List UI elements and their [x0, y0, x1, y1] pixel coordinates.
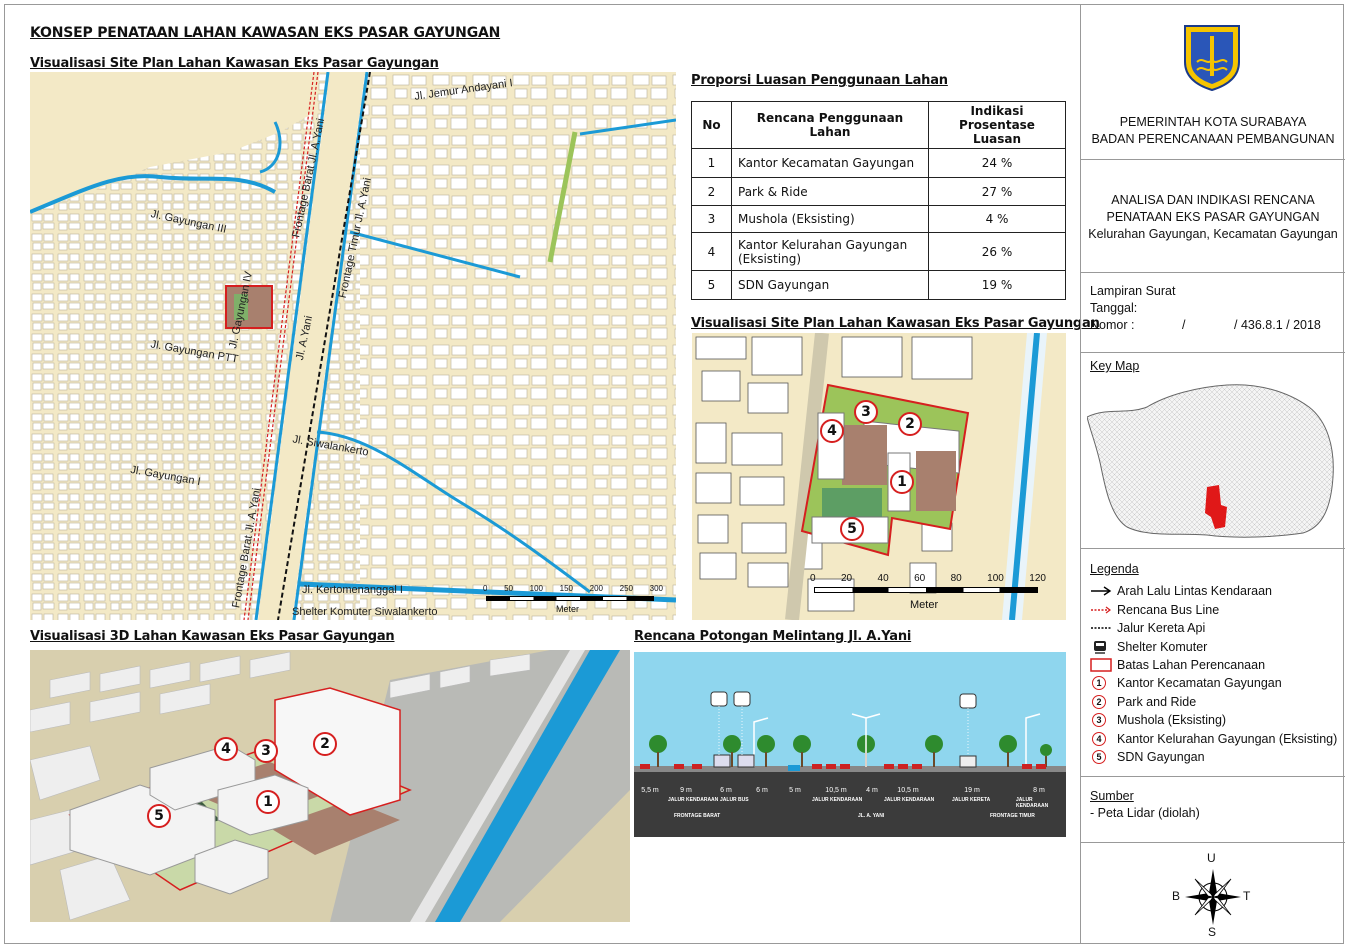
- main-title: KONSEP PENATAAN LAHAN KAWASAN EKS PASAR …: [30, 25, 501, 41]
- table-row: 5 SDN Gayungan 19 %: [691, 270, 1066, 300]
- key-map-title: Key Map: [1090, 359, 1140, 373]
- agency-line-2: BADAN PERENCANAAN PEMBANGUNAN: [1091, 132, 1335, 146]
- table-row: 4 Kantor Kelurahan Gayungan (Eksisting) 26…: [691, 232, 1066, 271]
- scale-bar-small: 0 50 100 150 200 250 300 Meter: [483, 584, 663, 614]
- map-sheet: [4, 4, 1344, 944]
- tanggal-label: Tanggal:: [1090, 301, 1138, 315]
- source-text: - Peta Lidar (diolah): [1090, 806, 1200, 820]
- surabaya-emblem-icon: [1184, 25, 1240, 92]
- railway-icon: [1090, 621, 1112, 635]
- doc-line-3: Kelurahan Gayungan, Kecamatan Gayungan: [1088, 227, 1338, 241]
- legend-item: 3 Mushola (Eksisting): [1090, 713, 1226, 727]
- agency-line-1: PEMERINTAH KOTA SURABAYA: [1119, 115, 1307, 129]
- table-header-pct: Indikasi Prosentase Luasan: [928, 101, 1066, 149]
- document-title-block: ANALISA DAN INDIKASI RENCANA PENATAAN EK…: [1081, 159, 1345, 272]
- train-icon: [1090, 640, 1112, 654]
- number-5-icon: 5: [1090, 750, 1112, 764]
- nomor-value: / 436.8.1 / 2018: [1234, 318, 1321, 332]
- agency-block: PEMERINTAH KOTA SURABAYA BADAN PERENCANA…: [1081, 4, 1345, 159]
- land-use-table: No Rencana Penggunaan Lahan Indikasi Pro…: [691, 101, 1066, 300]
- cross-section-widths: 5,5 m 9 m 6 m 6 m 5 m 10,5 m 4 m 10,5 m …: [641, 787, 1045, 794]
- compass-east: T: [1243, 889, 1251, 903]
- compass-south: S: [1208, 925, 1217, 939]
- cross-section-diagram[interactable]: 5,5 m 9 m 6 m 6 m 5 m 10,5 m 4 m 10,5 m …: [634, 652, 1066, 837]
- compass-north: U: [1207, 851, 1216, 865]
- number-1-icon: 1: [1090, 676, 1112, 690]
- table-row: 1 Kantor Kecamatan Gayungan 24 %: [691, 148, 1066, 178]
- boundary-icon: [1090, 658, 1112, 672]
- legend-item: 2 Park and Ride: [1090, 695, 1196, 709]
- nomor-separator: /: [1182, 318, 1186, 332]
- arrow-right-icon: [1090, 584, 1112, 598]
- parcel-marker-4[interactable]: 4: [820, 419, 844, 443]
- legend-item: Jalur Kereta Api: [1090, 621, 1205, 635]
- compass-rose-icon: [1185, 869, 1241, 925]
- viz3d-marker-1[interactable]: 1: [256, 790, 280, 814]
- site-plan-map[interactable]: Jl. Jemur Andayani I Jl. Gayungan III Fr…: [30, 72, 676, 620]
- table-header-no: No: [691, 101, 732, 149]
- bus-line-icon: [1090, 603, 1112, 617]
- number-3-icon: 3: [1090, 713, 1112, 727]
- doc-line-2: PENATAAN EKS PASAR GAYUNGAN: [1106, 210, 1320, 224]
- site-plan-detail-title: Visualisasi Site Plan Lahan Kawasan Eks …: [691, 316, 1100, 331]
- site-plan-detail-map[interactable]: 1 2 3 4 5 0 20 40 60 80 100 120 Meter: [692, 333, 1066, 620]
- number-2-icon: 2: [1090, 695, 1112, 709]
- table-row: 3 Mushola (Eksisting) 4 %: [691, 205, 1066, 233]
- street-kertomenanggal: Jl. Kertomenanggal I: [302, 584, 403, 596]
- compass-west: B: [1172, 889, 1181, 903]
- legend-item: Arah Lalu Lintas Kendaraan: [1090, 584, 1272, 598]
- shelter-label: Shelter Komuter Siwalankerto: [292, 606, 438, 618]
- viz3d-marker-3[interactable]: 3: [254, 739, 278, 763]
- viz3d-title: Visualisasi 3D Lahan Kawasan Eks Pasar G…: [30, 629, 395, 644]
- viz-3d-view[interactable]: 1 2 3 4 5: [30, 650, 630, 922]
- scale-bar-detail: 0 20 40 60 80 100 120 Meter: [810, 573, 1046, 611]
- legend-item: 1 Kantor Kecamatan Gayungan: [1090, 676, 1282, 690]
- key-map-block: Key Map: [1081, 352, 1345, 548]
- parcel-marker-2[interactable]: 2: [898, 412, 922, 436]
- title-block: PEMERINTAH KOTA SURABAYA BADAN PERENCANA…: [1080, 4, 1345, 944]
- compass-block: U S B T: [1081, 842, 1345, 944]
- legend-item: 5 SDN Gayungan: [1090, 750, 1205, 764]
- source-title: Sumber: [1090, 789, 1134, 803]
- legend-title: Legenda: [1090, 562, 1139, 576]
- parcel-marker-5[interactable]: 5: [840, 517, 864, 541]
- parcel-marker-3[interactable]: 3: [854, 400, 878, 424]
- viz3d-marker-4[interactable]: 4: [214, 737, 238, 761]
- site-plan-title: Visualisasi Site Plan Lahan Kawasan Eks …: [30, 56, 439, 71]
- viz3d-marker-5[interactable]: 5: [147, 804, 171, 828]
- table-title: Proporsi Luasan Penggunaan Lahan: [691, 73, 948, 88]
- source-block: Sumber - Peta Lidar (diolah): [1081, 776, 1345, 842]
- nomor-label: Nomor :: [1090, 318, 1135, 332]
- legend-item: Rencana Bus Line: [1090, 603, 1219, 617]
- letter-block: Lampiran Surat Tanggal: Nomor : / / 436.…: [1081, 272, 1345, 352]
- table-header-use: Rencana Penggunaan Lahan: [731, 101, 929, 149]
- legend-block: Legenda Arah Lalu Lintas Kendaraan Renca…: [1081, 548, 1345, 776]
- legend-item: Batas Lahan Perencanaan: [1090, 658, 1265, 672]
- cross-section-title: Rencana Potongan Melintang Jl. A.Yani: [634, 629, 912, 644]
- legend-item: 4 Kantor Kelurahan Gayungan (Eksisting): [1090, 732, 1337, 746]
- parcel-marker-1[interactable]: 1: [890, 470, 914, 494]
- number-4-icon: 4: [1090, 732, 1112, 746]
- key-map[interactable]: [1087, 377, 1339, 545]
- lampiran-label: Lampiran Surat: [1090, 284, 1176, 298]
- table-row: 2 Park & Ride 27 %: [691, 177, 1066, 206]
- legend-item: Shelter Komuter: [1090, 640, 1207, 654]
- nomor-row: Nomor : / / 436.8.1 / 2018: [1081, 317, 1345, 334]
- viz3d-marker-2[interactable]: 2: [313, 732, 337, 756]
- doc-line-1: ANALISA DAN INDIKASI RENCANA: [1111, 193, 1315, 207]
